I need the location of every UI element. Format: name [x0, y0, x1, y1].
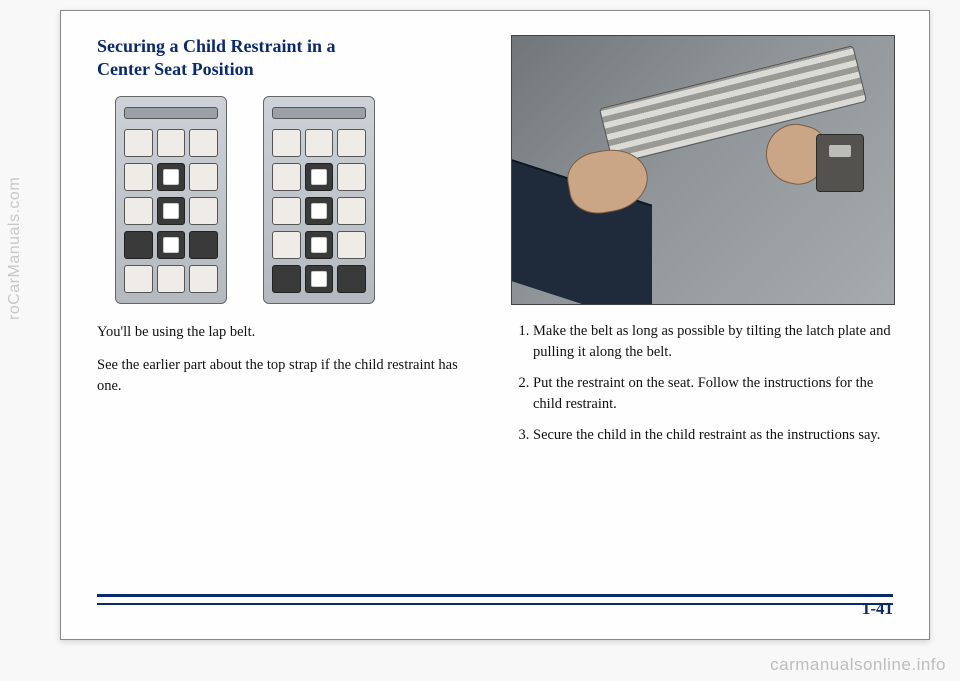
seat [124, 163, 153, 191]
van-diagrams [97, 96, 479, 304]
seat [124, 129, 153, 157]
footer-rule [97, 594, 893, 605]
seat [272, 265, 301, 293]
instruction-step: Put the restraint on the seat. Follow th… [533, 373, 893, 415]
seat [124, 231, 153, 259]
title-line-2: Center Seat Position [97, 59, 254, 79]
van-dashboard [272, 107, 366, 119]
seat [189, 163, 218, 191]
seat [157, 197, 186, 225]
instruction-step: Make the belt as long as possible by til… [533, 321, 893, 363]
seat [272, 129, 301, 157]
child-restraint-icon [311, 169, 327, 185]
seat [157, 231, 186, 259]
child-restraint-icon [163, 203, 179, 219]
seat [157, 265, 186, 293]
seat [305, 231, 334, 259]
title-line-1: Securing a Child Restraint in a [97, 36, 336, 56]
seat [337, 163, 366, 191]
child-restraint-icon [311, 203, 327, 219]
right-column: Make the belt as long as possible by til… [511, 35, 893, 495]
latch-plate [816, 134, 864, 192]
watermark-bottom: carmanualsonline.info [770, 655, 946, 675]
seat [272, 231, 301, 259]
instruction-steps: Make the belt as long as possible by til… [511, 321, 893, 456]
seat [337, 197, 366, 225]
watermark-left: roCarManuals.com [6, 177, 24, 320]
seat-row [124, 197, 218, 225]
manual-page: Securing a Child Restraint in a Center S… [60, 10, 930, 640]
seat [189, 231, 218, 259]
child-restraint-icon [163, 237, 179, 253]
section-title: Securing a Child Restraint in a Center S… [97, 35, 479, 82]
seat-row [124, 231, 218, 259]
seat [124, 265, 153, 293]
child-restraint-icon [311, 237, 327, 253]
instruction-step: Secure the child in the child restraint … [533, 425, 893, 446]
left-paragraph-1: You'll be using the lap belt. [97, 322, 479, 343]
seat [124, 197, 153, 225]
seat [305, 265, 334, 293]
seat-row [124, 265, 218, 293]
page-number: 1-41 [862, 599, 893, 619]
seat-row [272, 129, 366, 157]
seat [305, 129, 334, 157]
seat-row [272, 265, 366, 293]
seat-row [124, 129, 218, 157]
seat [337, 231, 366, 259]
seat [272, 163, 301, 191]
seat [305, 197, 334, 225]
seatbelt-illustration [511, 35, 895, 305]
left-paragraph-2: See the earlier part about the top strap… [97, 355, 479, 397]
seat [157, 129, 186, 157]
seat [189, 129, 218, 157]
seat-row [272, 163, 366, 191]
seat [157, 163, 186, 191]
seat-row [272, 197, 366, 225]
two-column-layout: Securing a Child Restraint in a Center S… [97, 35, 893, 495]
left-column: Securing a Child Restraint in a Center S… [97, 35, 479, 495]
van-dashboard [124, 107, 218, 119]
seat [189, 265, 218, 293]
van-diagram-b [263, 96, 375, 304]
seat [189, 197, 218, 225]
seat-row [124, 163, 218, 191]
seat [272, 197, 301, 225]
seat [337, 129, 366, 157]
child-restraint-icon [311, 271, 327, 287]
seat-row [272, 231, 366, 259]
seat [305, 163, 334, 191]
seat [337, 265, 366, 293]
van-diagram-a [115, 96, 227, 304]
child-restraint-icon [163, 169, 179, 185]
